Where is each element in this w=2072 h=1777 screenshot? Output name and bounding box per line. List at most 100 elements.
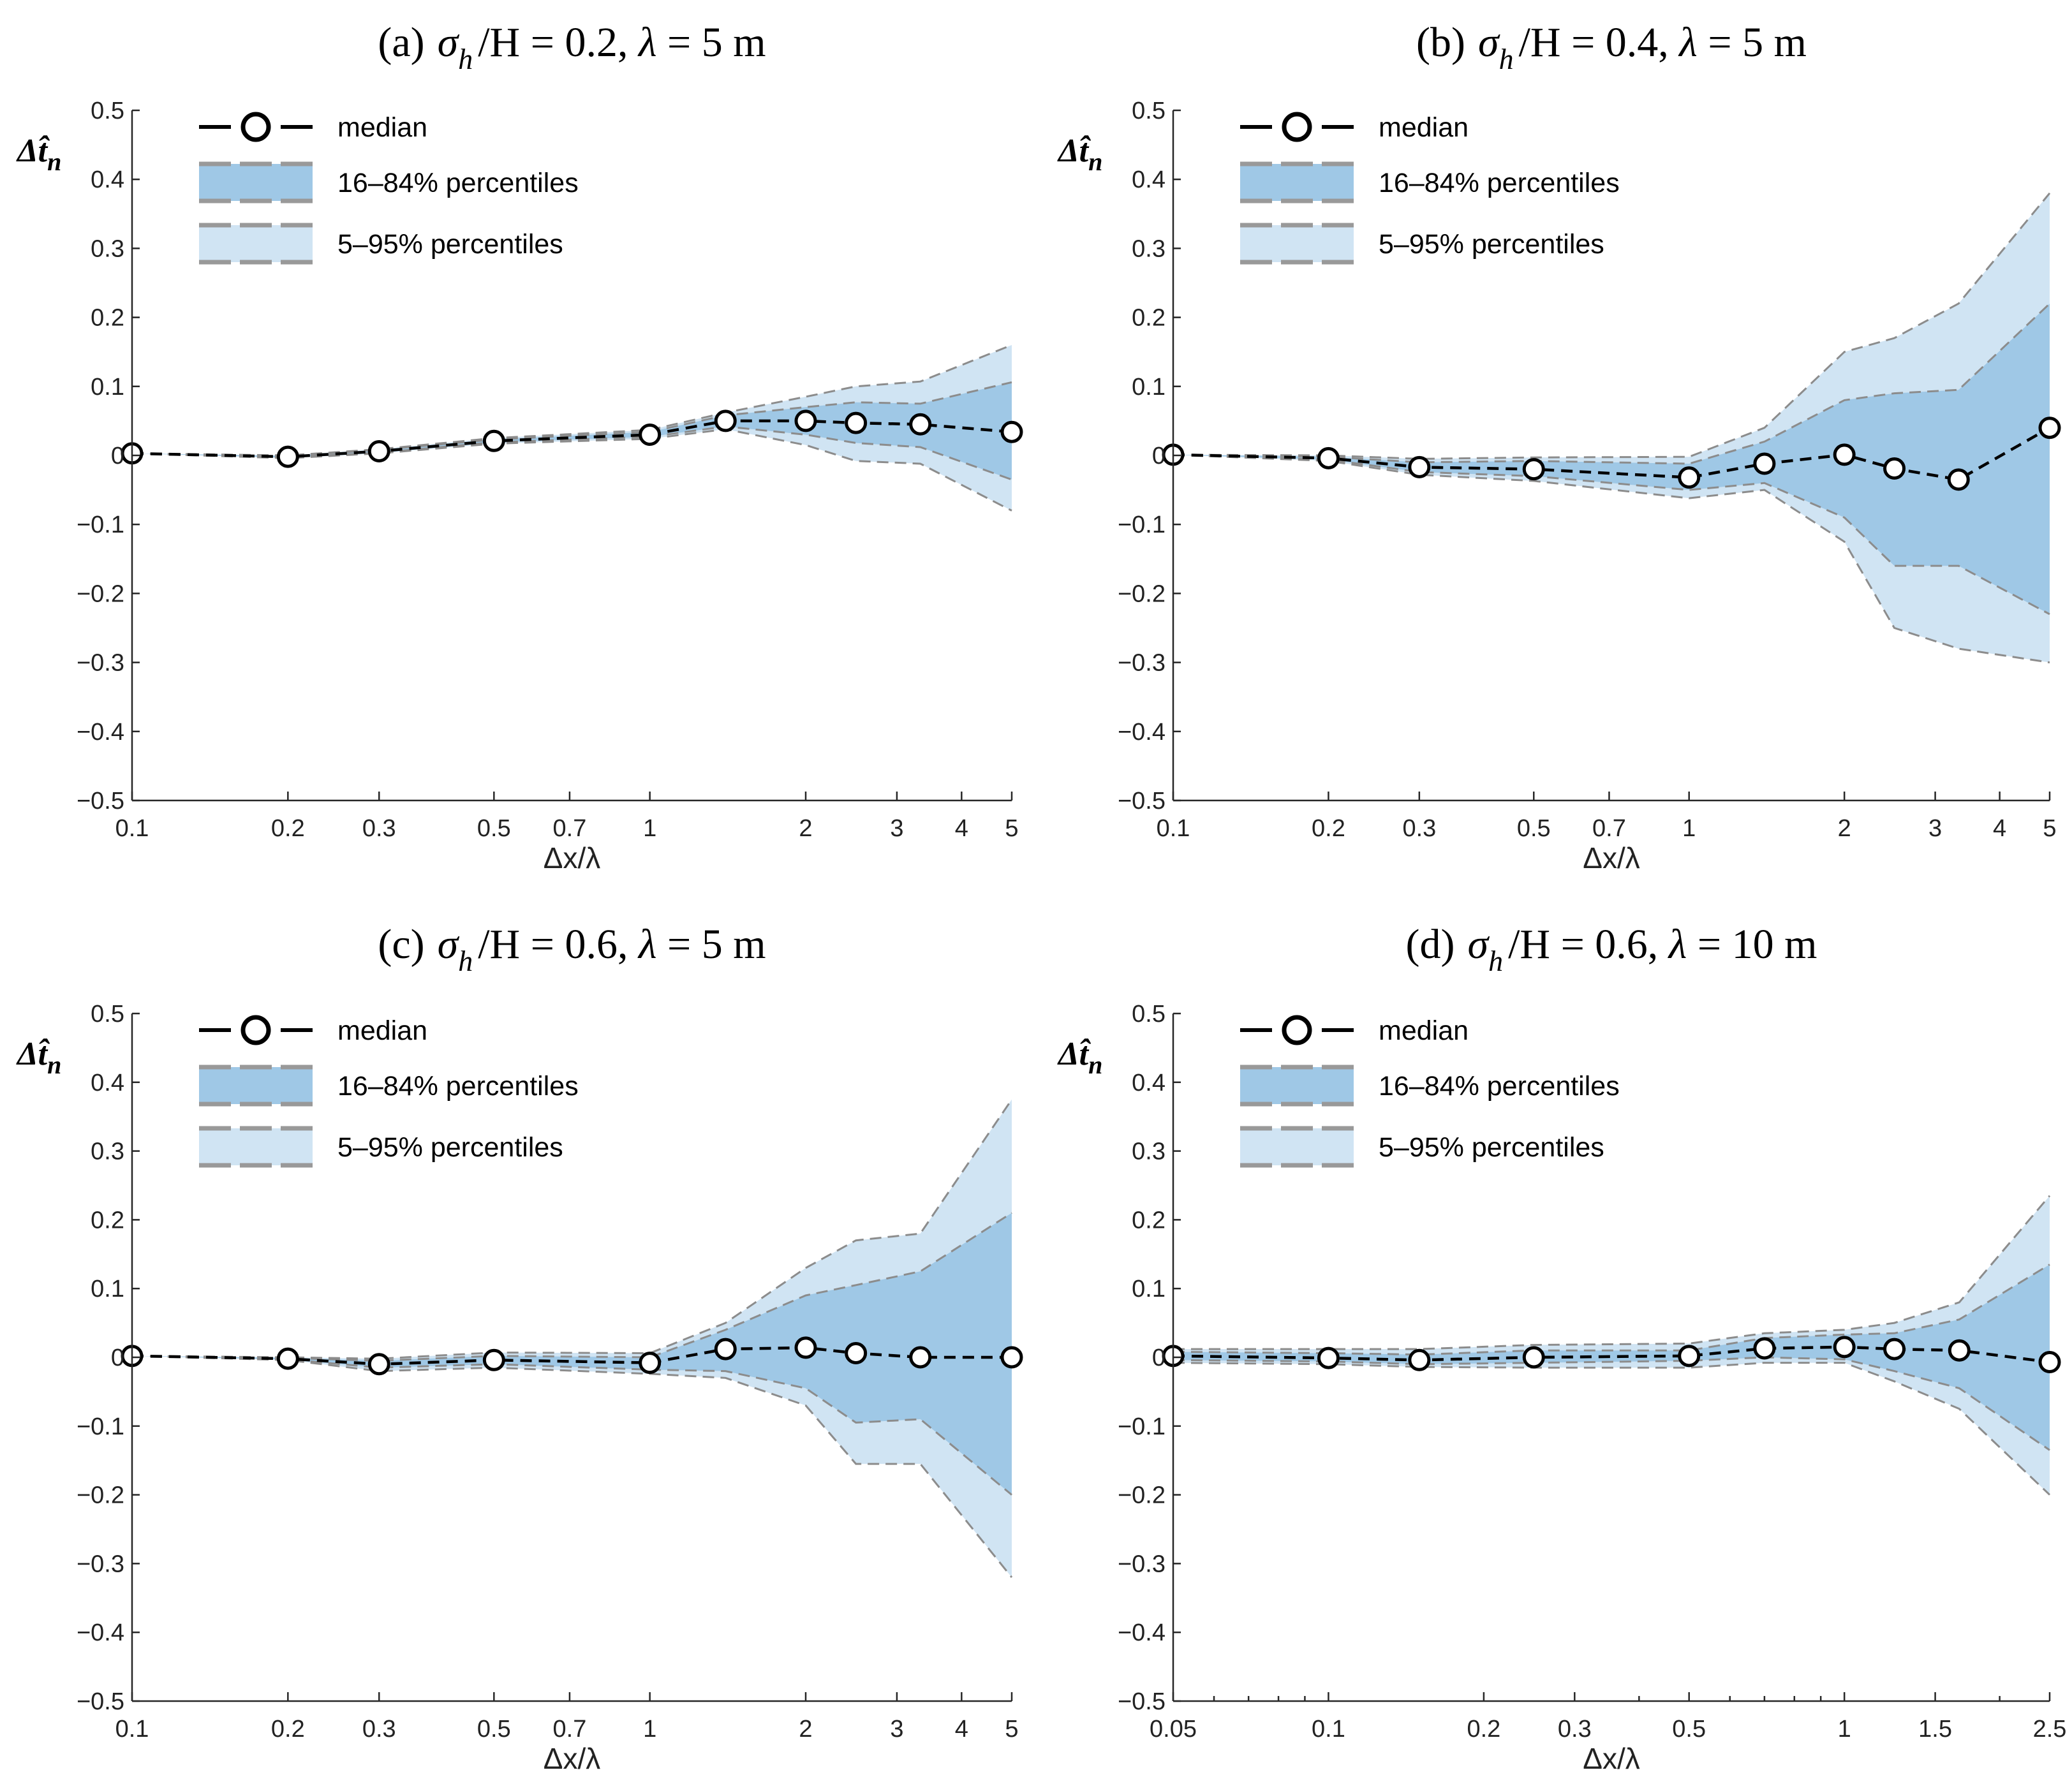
band-5-95 — [1173, 1195, 2050, 1495]
y-axis-label-sub: n — [47, 1051, 61, 1079]
y-tick-label: 0 — [1152, 443, 1166, 469]
y-tick-label: −0.5 — [1118, 788, 1166, 815]
median-point — [1317, 446, 1340, 469]
title-part: = 5 m — [657, 921, 766, 968]
title-part: /H = 0.6, — [1508, 921, 1669, 968]
panel-c: −0.5 −0.4 −0.3 −0.2 −0.1 0 0.1 0.2 0.3 0.4 0.5 0.1 0… — [16, 921, 1023, 1775]
y-axis-label-sub: n — [47, 147, 61, 176]
y-tick-label: −0.1 — [77, 1413, 124, 1440]
p95-line — [131, 1098, 1013, 1360]
y-tick-label: −0.5 — [77, 1688, 124, 1715]
band-16-84 — [132, 382, 1012, 480]
legend-inner-label: 16–84% percentiles — [337, 1071, 579, 1102]
legend-outer-swatch — [199, 1128, 313, 1165]
y-tick-label: −0.5 — [77, 788, 124, 815]
legend-outer-swatch — [1240, 1128, 1354, 1165]
y-tick-label: −0.3 — [77, 1551, 124, 1577]
x-tick-label: 0.05 — [1150, 1716, 1197, 1743]
y-tick-label: 0.3 — [91, 235, 124, 262]
title-part: = 10 m — [1687, 921, 1817, 968]
panel-a: −0.5 −0.4 −0.3 −0.2 −0.1 0 0.1 0.2 0.3 0.4 0.5 0.1 0… — [16, 19, 1023, 874]
y-tick-label: 0.4 — [1132, 1070, 1166, 1096]
legend-inner-label: 16–84% percentiles — [1379, 1071, 1620, 1102]
x-tick-label: 1 — [643, 1716, 656, 1743]
median-point — [1883, 1338, 1906, 1360]
x-tick-label: 0.1 — [115, 815, 149, 842]
x-tick-label: 0.3 — [362, 815, 396, 842]
median-point — [482, 429, 505, 452]
band-16-84 — [1173, 1264, 2050, 1450]
y-tick-label: −0.3 — [1118, 650, 1166, 677]
x-tick-label: 0.2 — [271, 1716, 305, 1743]
y-tick-label: 0.4 — [91, 1070, 124, 1096]
x-tick-label: 0.2 — [1312, 815, 1345, 842]
legend-outer-label: 5–95% percentiles — [1379, 229, 1604, 260]
p84-line — [1173, 1264, 2050, 1356]
x-tick-label: 0.2 — [1467, 1716, 1500, 1743]
median-point — [1522, 458, 1545, 481]
legend-median-marker — [1282, 112, 1312, 142]
median-point — [1408, 455, 1431, 478]
p84-line — [131, 381, 1012, 457]
median-point — [794, 1336, 817, 1359]
legend-outer-swatch — [199, 225, 313, 262]
median-point — [2038, 1351, 2061, 1374]
x-tick-label: 0.5 — [1517, 815, 1551, 842]
y-axis-label-sub: n — [1088, 1051, 1102, 1079]
title-part: h — [1488, 945, 1503, 977]
x-tick-label: 2 — [1838, 815, 1851, 842]
x-tick-label: 4 — [955, 815, 968, 842]
y-axis-label: Δt̂n — [1057, 133, 1102, 176]
legend-outer-label: 5–95% percentiles — [337, 1132, 563, 1163]
title-part: (b) — [1416, 19, 1465, 66]
y-axis-label-main: Δt̂ — [16, 133, 50, 169]
median-point — [639, 1352, 662, 1375]
median-point — [1317, 1346, 1340, 1369]
legend-outer-swatch — [1240, 225, 1354, 262]
y-tick-label: −0.5 — [1118, 1688, 1166, 1715]
y-tick-label: −0.3 — [77, 650, 124, 677]
p95-line — [1173, 1195, 2051, 1350]
legend-median-label: median — [1379, 112, 1469, 143]
x-tick-label: 0.7 — [553, 815, 587, 842]
x-tick-label: 3 — [1928, 815, 1942, 842]
median-point — [367, 440, 390, 463]
median-point — [2038, 417, 2061, 439]
x-tick-label: 0.5 — [477, 815, 511, 842]
panel-title: (b) σh/H = 0.4, λ = 5 m — [1416, 19, 1807, 75]
y-tick-label: 0.5 — [1132, 1001, 1166, 1028]
y-tick-label: 0.3 — [1132, 235, 1166, 262]
legend-median-label: median — [337, 1015, 427, 1046]
median-point — [1678, 466, 1701, 489]
title-part: h — [458, 43, 473, 75]
x-tick-label: 1 — [643, 815, 656, 842]
median-point — [1000, 1346, 1023, 1369]
y-axis-label-main: Δt̂ — [16, 1036, 50, 1072]
legend: median 16–84% percentiles 5–95% percentile… — [1240, 112, 1620, 265]
y-axis-label-sub: n — [1088, 147, 1102, 176]
p84-line — [1173, 302, 2051, 465]
y-tick-label: −0.2 — [77, 1482, 124, 1509]
title-part: h — [458, 945, 473, 977]
median-point — [1753, 452, 1776, 475]
x-tick-label: 0.7 — [1592, 815, 1626, 842]
y-tick-label: −0.1 — [1118, 512, 1166, 538]
y-tick-label: 0.4 — [91, 166, 124, 193]
x-tick-label: 4 — [1993, 815, 2006, 842]
y-tick-label: 0.5 — [91, 1001, 124, 1028]
legend-median-marker — [241, 1015, 271, 1045]
median-point — [482, 1348, 505, 1371]
x-axis-label: Δx/λ — [1583, 841, 1640, 874]
y-tick-label: 0.5 — [91, 98, 124, 124]
x-tick-label: 0.3 — [1402, 815, 1436, 842]
y-tick-label: −0.3 — [1118, 1551, 1166, 1577]
title-part: λ — [637, 19, 657, 66]
x-tick-label: 5 — [2043, 815, 2056, 842]
panel-b: −0.5 −0.4 −0.3 −0.2 −0.1 0 0.1 0.2 0.3 0.4 0.5 0.1 0… — [1057, 19, 2061, 874]
panel-title: (d) σh/H = 0.6, λ = 10 m — [1406, 921, 1817, 977]
x-tick-label: 0.1 — [1157, 815, 1190, 842]
legend-inner-swatch — [199, 164, 313, 201]
median-point — [1948, 1339, 1971, 1362]
median-point — [276, 1347, 299, 1370]
y-tick-label: 0.4 — [1132, 166, 1166, 193]
